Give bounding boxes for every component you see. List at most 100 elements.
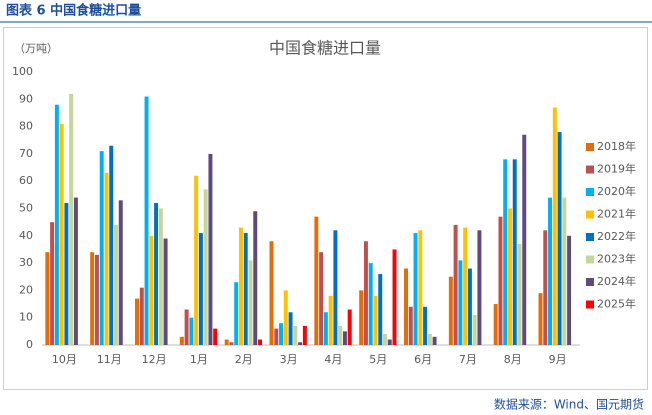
bar <box>418 230 423 345</box>
bar <box>458 260 463 345</box>
x-tick-label: 6月 <box>414 353 432 366</box>
source-note: 数据来源：Wind、国元期货 <box>494 397 644 412</box>
bar <box>467 268 472 345</box>
bar <box>229 342 234 345</box>
bar <box>288 312 293 345</box>
bar <box>453 224 458 345</box>
bar <box>427 334 432 345</box>
legend-label: 2023年 <box>597 252 636 266</box>
y-tick-label: 60 <box>19 174 33 187</box>
bar <box>517 243 522 345</box>
bar <box>149 235 154 345</box>
x-tick-label: 5月 <box>369 353 387 366</box>
bar <box>189 317 194 345</box>
legend-swatch <box>586 188 594 196</box>
bar <box>347 309 352 345</box>
x-tick-label: 12月 <box>142 353 167 366</box>
bar <box>293 325 298 345</box>
bar <box>99 151 104 345</box>
x-tick-label: 11月 <box>97 353 122 366</box>
bar <box>90 252 95 345</box>
bar <box>543 230 548 345</box>
bar <box>73 197 78 345</box>
bar <box>64 203 69 345</box>
legend-label: 2025年 <box>597 297 636 311</box>
bar <box>54 104 59 345</box>
bar <box>404 268 408 345</box>
bar <box>567 235 572 345</box>
bar <box>538 293 543 345</box>
bar <box>248 260 253 345</box>
bar <box>562 197 567 345</box>
bar <box>477 230 482 345</box>
bar <box>274 328 279 345</box>
bar <box>298 342 303 345</box>
bar <box>144 96 149 345</box>
y-tick-label: 0 <box>26 338 33 351</box>
y-tick-label: 10 <box>19 311 33 324</box>
bar <box>238 227 243 345</box>
bar <box>184 309 189 345</box>
bar <box>314 216 319 345</box>
bar <box>552 107 557 346</box>
bar <box>378 274 383 345</box>
x-tick-label: 9月 <box>549 353 567 366</box>
bar <box>158 208 163 345</box>
bar <box>109 145 114 345</box>
bar <box>118 200 123 345</box>
bar <box>387 339 392 345</box>
bar <box>94 254 99 345</box>
x-tick-label: 2月 <box>235 353 253 366</box>
y-tick-label: 40 <box>19 229 33 242</box>
bar <box>154 203 159 345</box>
y-tick-label: 80 <box>19 120 33 133</box>
bar <box>328 295 333 345</box>
y-tick-label: 100 <box>12 65 33 78</box>
bar <box>139 287 144 345</box>
bar <box>342 331 347 345</box>
bar <box>269 241 274 345</box>
legend-label: 2020年 <box>597 184 636 198</box>
bar <box>472 314 477 345</box>
bar <box>114 224 118 345</box>
legend-swatch <box>586 255 594 264</box>
legend-swatch <box>586 165 594 174</box>
bar <box>208 153 213 345</box>
legend-label: 2018年 <box>597 139 636 153</box>
chart-title: 中国食糖进口量 <box>269 39 381 58</box>
bar <box>373 295 378 345</box>
bar <box>283 290 288 345</box>
legend-label: 2022年 <box>597 229 636 243</box>
bar <box>503 159 508 345</box>
legend-swatch <box>586 300 594 309</box>
x-tick-label: 8月 <box>504 353 522 366</box>
bar <box>463 227 468 345</box>
bar <box>50 222 55 345</box>
bar <box>194 175 199 345</box>
legend-label: 2024年 <box>597 274 636 288</box>
bar <box>548 197 553 345</box>
legend-swatch <box>586 278 594 286</box>
bar <box>432 336 437 345</box>
bar <box>383 334 387 345</box>
x-tick-label: 1月 <box>190 353 208 366</box>
y-tick-label: 30 <box>19 256 33 269</box>
header-title: 图表 6 中国食糖进口量 <box>6 3 141 19</box>
y-axis-label: （万吨） <box>14 42 58 55</box>
bar <box>498 216 503 345</box>
bar <box>323 312 328 345</box>
bar <box>224 339 229 345</box>
bar <box>413 233 418 345</box>
bar <box>448 276 453 345</box>
legend-label: 2021年 <box>597 207 636 221</box>
bar <box>302 325 307 345</box>
bar <box>522 134 527 345</box>
bar <box>392 249 397 345</box>
bar <box>279 323 284 345</box>
x-tick-label: 3月 <box>280 353 298 366</box>
bar <box>69 93 74 345</box>
bar <box>423 306 428 345</box>
legend-swatch <box>586 210 594 219</box>
